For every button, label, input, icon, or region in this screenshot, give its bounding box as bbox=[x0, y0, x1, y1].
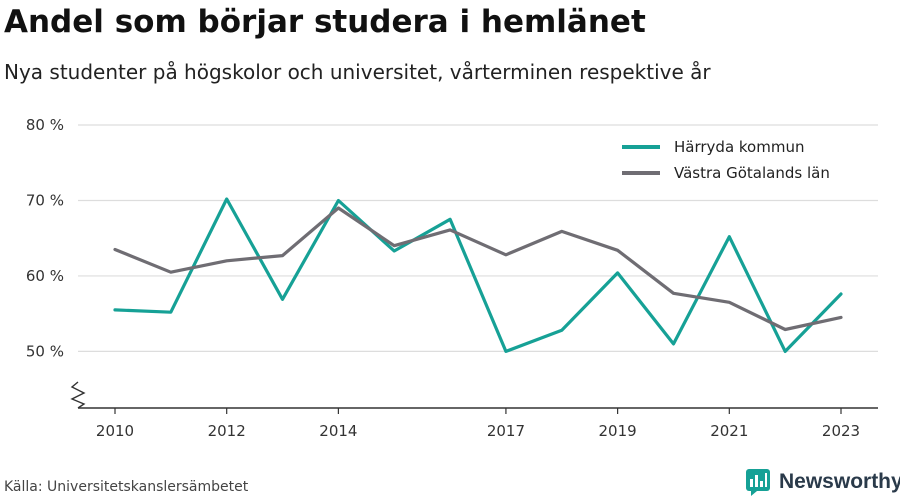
source-note: Källa: Universitetskanslersämbetet bbox=[4, 479, 249, 495]
series-line bbox=[113, 197, 843, 353]
chart-title: Andel som börjar studera i hemlänet bbox=[4, 4, 646, 40]
y-tick-label: 80 % bbox=[26, 116, 64, 134]
chart-subtitle: Nya studenter på högskolor och universit… bbox=[4, 60, 711, 84]
series-lines bbox=[113, 197, 843, 353]
x-tick-label: 2021 bbox=[710, 422, 748, 440]
brand-name: Newsworthy bbox=[779, 470, 900, 493]
legend: Härryda kommun Västra Götalands län bbox=[622, 138, 830, 182]
x-tick-label: 2010 bbox=[96, 422, 134, 440]
newsworthy-logo-icon bbox=[746, 469, 770, 496]
grid-lines bbox=[78, 124, 878, 352]
series-line bbox=[113, 206, 843, 332]
brand-logo: Newsworthy bbox=[745, 468, 900, 496]
y-tick-label: 60 % bbox=[26, 267, 64, 285]
x-tick-label: 2012 bbox=[208, 422, 246, 440]
x-tick-label: 2014 bbox=[319, 422, 357, 440]
legend-label: Västra Götalands län bbox=[674, 164, 830, 182]
legend-label: Härryda kommun bbox=[674, 138, 804, 156]
x-tick-label: 2023 bbox=[822, 422, 860, 440]
y-axis-ticks: 50 % 60 % 70 % 80 % bbox=[26, 116, 64, 360]
x-tick-label: 2019 bbox=[599, 422, 637, 440]
y-tick-label: 50 % bbox=[26, 342, 64, 360]
x-tick-label: 2017 bbox=[487, 422, 525, 440]
axis-break-icon bbox=[70, 381, 86, 409]
y-tick-label: 70 % bbox=[26, 191, 64, 209]
x-axis: 2010 2012 2014 2017 2019 2021 2023 bbox=[70, 381, 878, 440]
